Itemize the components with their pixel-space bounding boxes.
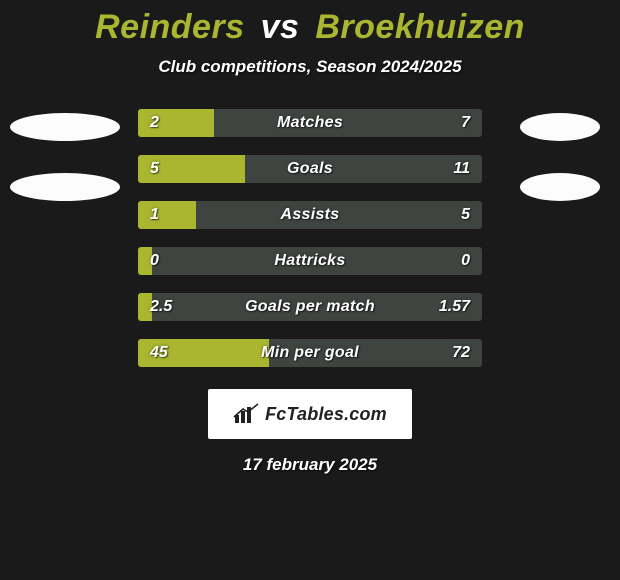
- stat-bar: 5 Goals 11: [138, 155, 482, 183]
- stat-left-value: 1: [150, 206, 159, 224]
- stat-label: Goals: [287, 160, 333, 178]
- infographic: Reinders vs Broekhuizen Club competition…: [0, 0, 620, 475]
- stat-right-value: 7: [461, 114, 470, 132]
- stat-right-value: 5: [461, 206, 470, 224]
- stat-left-value: 2: [150, 114, 159, 132]
- stat-bar: 1 Assists 5: [138, 201, 482, 229]
- stat-right-value: 0: [461, 252, 470, 270]
- stat-left-value: 0: [150, 252, 159, 270]
- team-badge-placeholder: [520, 173, 600, 201]
- stat-left-value: 45: [150, 344, 168, 362]
- right-badges: [500, 109, 610, 201]
- content-row: 2 Matches 7 5 Goals 11 1 Assists 5 0 Hat…: [0, 109, 620, 367]
- stat-right-value: 1.57: [439, 298, 470, 316]
- player2-name: Broekhuizen: [315, 8, 525, 46]
- player1-name: Reinders: [95, 8, 245, 46]
- stat-right-value: 72: [452, 344, 470, 362]
- team-badge-placeholder: [520, 113, 600, 141]
- stat-bar: 45 Min per goal 72: [138, 339, 482, 367]
- stat-bar: 2 Matches 7: [138, 109, 482, 137]
- stat-label: Goals per match: [245, 298, 375, 316]
- page-title: Reinders vs Broekhuizen: [0, 8, 620, 47]
- stat-bar: 0 Hattricks 0: [138, 247, 482, 275]
- stat-label: Hattricks: [274, 252, 345, 270]
- team-badge-placeholder: [10, 113, 120, 141]
- subtitle: Club competitions, Season 2024/2025: [0, 57, 620, 77]
- footer-date: 17 february 2025: [0, 455, 620, 475]
- vs-text: vs: [261, 8, 300, 46]
- stat-right-value: 11: [453, 160, 470, 178]
- stat-label: Assists: [280, 206, 339, 224]
- team-badge-placeholder: [10, 173, 120, 201]
- bar-chart-icon: [233, 403, 259, 425]
- source-logo-text: FcTables.com: [265, 404, 387, 425]
- stat-left-value: 2.5: [150, 298, 172, 316]
- stat-bar-fill: [138, 201, 196, 229]
- stat-label: Min per goal: [261, 344, 359, 362]
- stat-bar: 2.5 Goals per match 1.57: [138, 293, 482, 321]
- left-badges: [10, 109, 120, 201]
- stat-bars: 2 Matches 7 5 Goals 11 1 Assists 5 0 Hat…: [138, 109, 482, 367]
- stat-label: Matches: [277, 114, 343, 132]
- stat-left-value: 5: [150, 160, 159, 178]
- source-logo: FcTables.com: [208, 389, 412, 439]
